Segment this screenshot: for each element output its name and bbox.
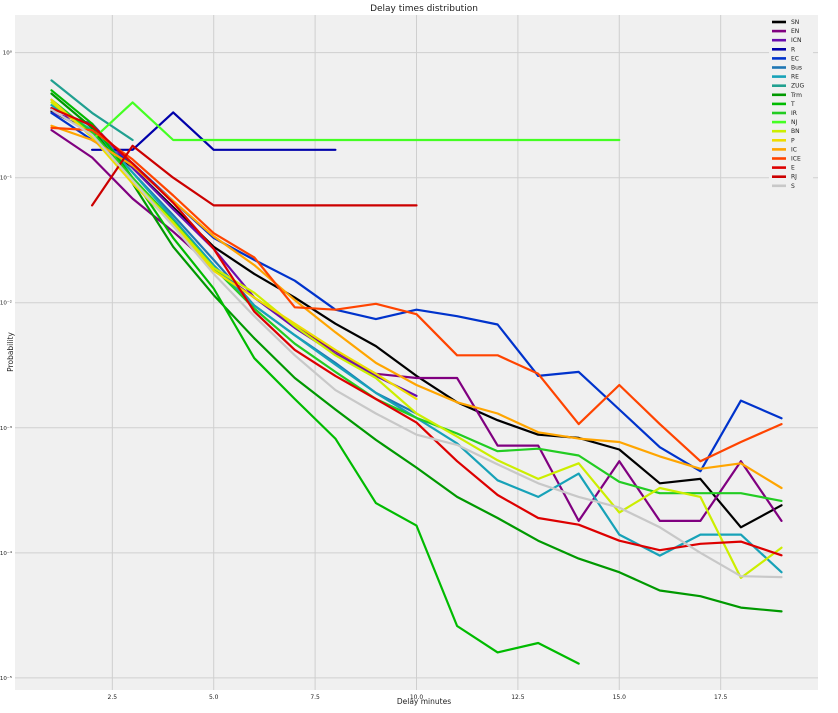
y-tick-label: 10⁻⁵: [0, 675, 12, 682]
legend-label: NJ: [791, 119, 797, 126]
legend-label: RE: [791, 74, 799, 81]
legend-label: T: [790, 101, 795, 108]
legend-label: Trm: [790, 92, 802, 99]
series-line-sn: [50, 110, 783, 529]
y-tick-label: 10⁰: [3, 50, 13, 57]
legend-label: E: [791, 165, 795, 172]
legend-label: BN: [791, 128, 800, 135]
series-line-s: [50, 108, 783, 579]
y-tick-label: 10⁻³: [0, 425, 12, 432]
legend-label: EC: [791, 55, 799, 62]
series-line-r: [90, 111, 337, 151]
legend-label: ZUG: [791, 83, 805, 90]
legend-label: SN: [791, 19, 799, 26]
series-line-zug: [50, 79, 134, 142]
y-tick-label: 10⁻⁴: [0, 550, 13, 557]
legend-label: P: [791, 137, 795, 144]
y-tick-label: 10⁻¹: [0, 175, 12, 182]
legend-label: ICN: [791, 37, 801, 44]
x-axis-label: Delay minutes: [397, 697, 451, 706]
series-line-nj: [90, 101, 621, 142]
series-line-en: [50, 129, 783, 523]
y-tick-label: 10⁻²: [0, 300, 12, 307]
legend-label: EN: [791, 28, 799, 35]
legend-label: S: [791, 183, 795, 190]
y-axis-label: Probability: [6, 332, 15, 372]
series-line-ice: [50, 126, 783, 463]
x-tick-label: 12.5: [511, 694, 525, 701]
legend-label: Bus: [791, 65, 802, 72]
x-tick-label: 7.5: [310, 694, 320, 701]
series-line-p: [50, 98, 418, 401]
legend-label: IR: [791, 110, 797, 117]
series-line-bn: [50, 101, 783, 580]
x-tick-label: 5.0: [209, 694, 219, 701]
x-tick-label: 10.0: [410, 694, 424, 701]
legend-label: IC: [791, 146, 797, 153]
series-line-rj: [90, 144, 418, 207]
legend-label: ICE: [791, 156, 801, 163]
grid-lines: [15, 15, 818, 690]
legend: SN EN ICN R EC Bus RE ZUG Trm T IR NJ BN P IC ICE E RJ S: [769, 16, 813, 193]
series-group: [50, 79, 783, 665]
chart-title: Delay times distribution: [370, 4, 478, 14]
x-tick-label: 15.0: [613, 694, 627, 701]
axis-ticks: 2.5 5.0 7.5 10.0 12.5 15.0 17.5 10⁻⁵ 10⁻⁴ 10⁻³ 10⁻…: [0, 50, 728, 701]
legend-label: R: [791, 46, 795, 53]
series-line-ic: [50, 124, 783, 490]
series-line-e: [50, 106, 783, 557]
legend-label: RJ: [791, 174, 797, 181]
x-tick-label: 17.5: [714, 694, 728, 701]
x-tick-label: 2.5: [108, 694, 118, 701]
series-line-trm: [50, 92, 783, 613]
